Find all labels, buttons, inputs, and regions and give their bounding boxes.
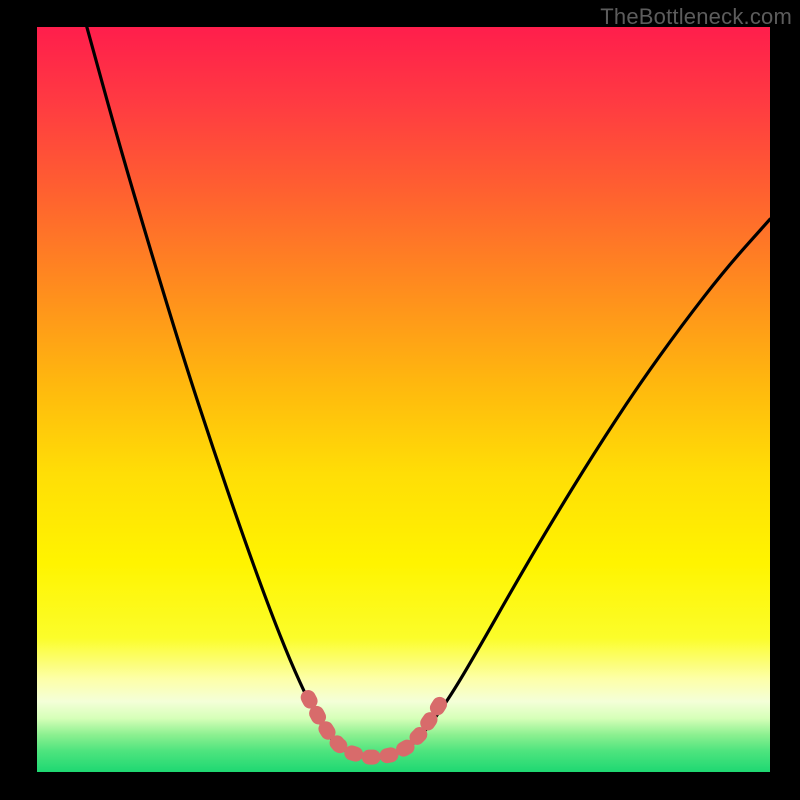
watermark-text: TheBottleneck.com (600, 4, 792, 30)
chart-canvas: TheBottleneck.com (0, 0, 800, 800)
gradient-background (37, 27, 770, 772)
plot-svg (37, 27, 770, 772)
plot-area (37, 27, 770, 772)
